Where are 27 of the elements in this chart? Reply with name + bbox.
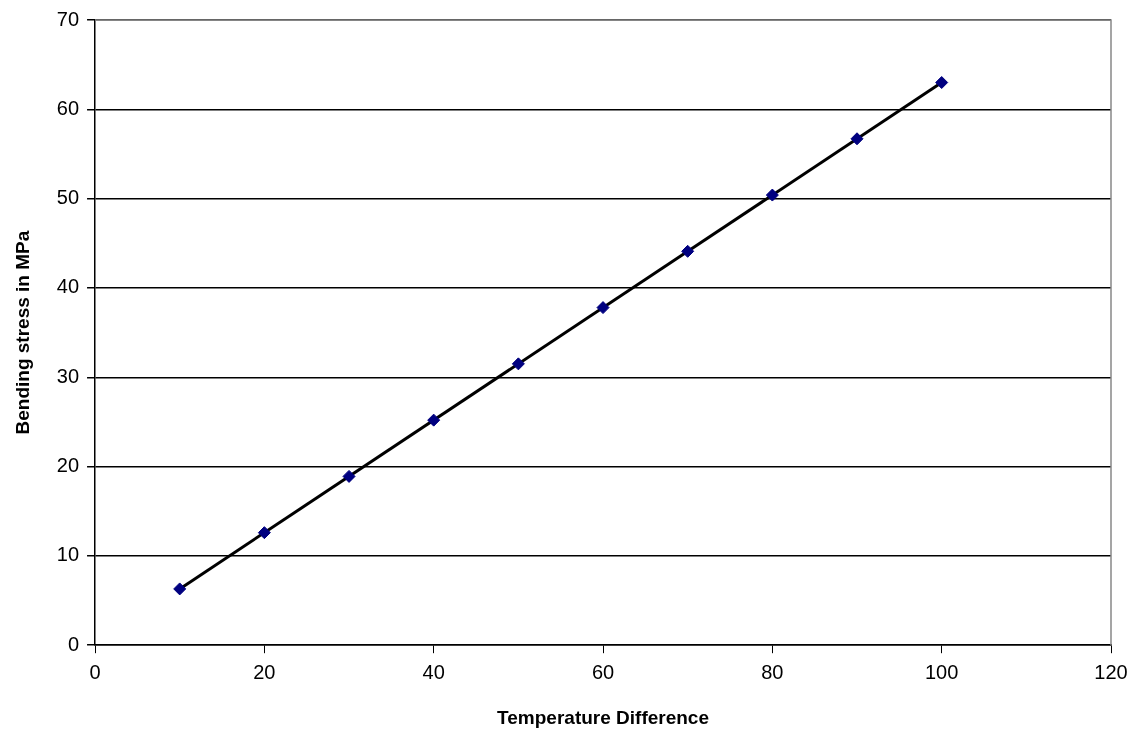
x-tick-label: 20 bbox=[253, 660, 276, 683]
point bbox=[257, 526, 271, 540]
y-tick-label: 20 bbox=[56, 454, 80, 477]
y-tick-label: 30 bbox=[56, 364, 80, 387]
point bbox=[681, 244, 695, 258]
point bbox=[427, 413, 441, 427]
x-tick-label: 120 bbox=[1094, 660, 1128, 683]
point bbox=[511, 357, 525, 371]
point bbox=[342, 469, 356, 483]
x-tick-label: 60 bbox=[591, 660, 615, 683]
y-tick-label: 60 bbox=[56, 96, 80, 119]
x-tick-label: 0 bbox=[89, 660, 101, 683]
y-tick-label: 10 bbox=[56, 543, 80, 566]
point bbox=[173, 582, 187, 596]
y-tick-label: 50 bbox=[56, 186, 80, 209]
point bbox=[850, 132, 864, 146]
x-tick-label: 80 bbox=[761, 660, 784, 683]
point bbox=[765, 188, 779, 202]
x-axis-title: Temperature Difference bbox=[497, 706, 709, 728]
point bbox=[935, 76, 949, 90]
point bbox=[596, 301, 610, 315]
y-tick-label: 0 bbox=[67, 632, 80, 655]
y-axis-title: Bending stress in MPa bbox=[11, 230, 33, 435]
x-tick-label: 100 bbox=[924, 660, 959, 683]
y-tick-label: 40 bbox=[56, 275, 80, 298]
y-tick-label: 70 bbox=[56, 7, 80, 30]
x-tick-label: 40 bbox=[422, 660, 445, 683]
